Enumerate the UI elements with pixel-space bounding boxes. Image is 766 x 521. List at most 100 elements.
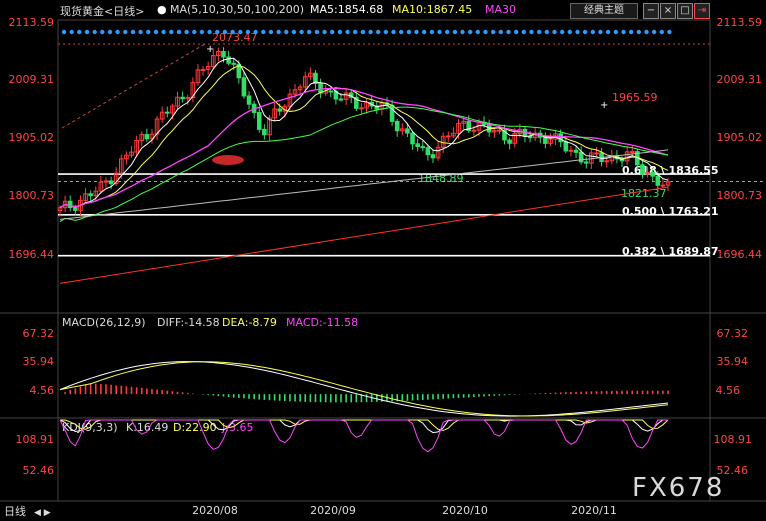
- candle-body: [113, 172, 119, 185]
- candle-body: [629, 151, 635, 154]
- marker-dot: [422, 29, 427, 35]
- candle-body: [645, 172, 650, 175]
- marker-dot: [360, 29, 366, 35]
- marker-dot: [169, 29, 174, 35]
- marker-dot: [238, 29, 243, 35]
- macd-diff: DIFF:-14.58: [157, 316, 220, 329]
- candle-body: [108, 180, 114, 185]
- candle-body: [57, 207, 63, 212]
- candle-body: [491, 130, 497, 133]
- annotation-low-1: 1848.89: [418, 172, 464, 185]
- axis-tick-right: 1800.73: [717, 189, 763, 202]
- candle-body: [456, 122, 461, 134]
- candle-body: [98, 181, 104, 192]
- candle-body: [195, 69, 201, 84]
- marker-dot: [567, 29, 572, 35]
- candle-body: [159, 111, 165, 120]
- candle-body: [205, 65, 211, 71]
- candle-body: [200, 69, 206, 72]
- marker-dot: [314, 29, 320, 35]
- axis-tick-left: 1800.73: [9, 189, 55, 202]
- marker-dot: [268, 29, 274, 35]
- candle-body: [262, 128, 267, 136]
- axis-tick-left: 1905.02: [9, 131, 55, 144]
- marker-dot: [353, 29, 358, 35]
- marker-dot: [636, 29, 641, 35]
- marker-dot: [291, 29, 297, 35]
- macd-tick: 4.56: [30, 384, 55, 397]
- axis-tick-left: 2113.59: [9, 16, 55, 29]
- expand-icon[interactable]: ⇥: [694, 3, 710, 19]
- ma5-line: [59, 57, 669, 209]
- candle-body: [548, 138, 553, 144]
- marker-dot: [414, 29, 419, 35]
- marker-dot: [621, 29, 626, 35]
- kdj-tick-right: 108.91: [714, 433, 753, 446]
- candle-body: [502, 129, 507, 141]
- candle-body: [451, 132, 456, 137]
- candle-body: [573, 149, 579, 153]
- candle-body: [175, 96, 180, 107]
- candle-body: [650, 172, 655, 177]
- candle-body: [394, 120, 400, 132]
- candle-body: [226, 56, 231, 64]
- candle-body: [287, 93, 293, 107]
- candle-body: [231, 62, 237, 65]
- candle-body: [119, 158, 124, 174]
- candle-body: [313, 72, 318, 84]
- candle-body: [210, 55, 216, 67]
- watermark: FX678: [632, 473, 724, 503]
- marker-dot: [613, 29, 618, 35]
- ma100-line: [59, 149, 669, 220]
- macd-dea-line: [59, 361, 669, 417]
- macd-tick-right: 35.94: [717, 355, 749, 368]
- marker-dot: [322, 29, 327, 35]
- marker-dot: [514, 29, 519, 35]
- theme-button[interactable]: 经典主题: [570, 3, 638, 19]
- macd-tick: 67.32: [23, 327, 55, 340]
- x-tick: 2020/08: [192, 504, 238, 517]
- ma5-value: MA5:1854.68: [310, 3, 384, 16]
- ma10-line: [59, 65, 669, 209]
- candle-body: [170, 105, 175, 114]
- marker-dot: [406, 29, 412, 35]
- candle-body: [190, 82, 196, 98]
- candle-body: [297, 86, 303, 91]
- close-icon[interactable]: ×: [660, 3, 676, 19]
- marker-dot: [529, 29, 534, 35]
- marker-dot: [598, 29, 603, 35]
- marker-dot: [284, 29, 289, 35]
- candle-body: [88, 193, 93, 197]
- candle-body: [144, 134, 150, 140]
- period-label: 日线: [4, 504, 26, 518]
- macd-tick-right: 67.32: [717, 327, 749, 340]
- candle-body: [466, 120, 472, 131]
- marker-dot: [84, 29, 90, 35]
- axis-tick-right: 2113.59: [717, 16, 763, 29]
- kdj-d: D:22.90: [173, 421, 217, 434]
- kdj-tick: 108.91: [16, 433, 55, 446]
- candle-body: [563, 141, 569, 152]
- ma10-value: MA10:1867.45: [392, 3, 473, 16]
- candle-body: [405, 128, 410, 134]
- candle-body: [425, 147, 431, 156]
- ma50-line: [59, 106, 669, 223]
- marker-dot: [644, 29, 649, 35]
- candle-body: [267, 117, 272, 136]
- period-arrows-icon[interactable]: ◀ ▶: [34, 508, 51, 518]
- minus-icon[interactable]: −: [643, 3, 659, 19]
- marker-dot: [245, 29, 251, 35]
- marker-dot: [276, 29, 281, 35]
- highlight-marker: [212, 155, 244, 165]
- marker-dot: [445, 29, 450, 35]
- ma30-line: [59, 87, 669, 209]
- macd-tick: 35.94: [23, 355, 55, 368]
- marker-dot: [161, 29, 166, 35]
- marker-dot: [376, 29, 381, 35]
- marker-dot: [299, 29, 304, 35]
- annotation-low-2: 1821.37: [621, 187, 667, 200]
- marker-dot: [138, 29, 143, 35]
- square-icon[interactable]: □: [677, 3, 693, 19]
- marker-dot: [437, 29, 442, 35]
- marker-dot: [77, 29, 82, 35]
